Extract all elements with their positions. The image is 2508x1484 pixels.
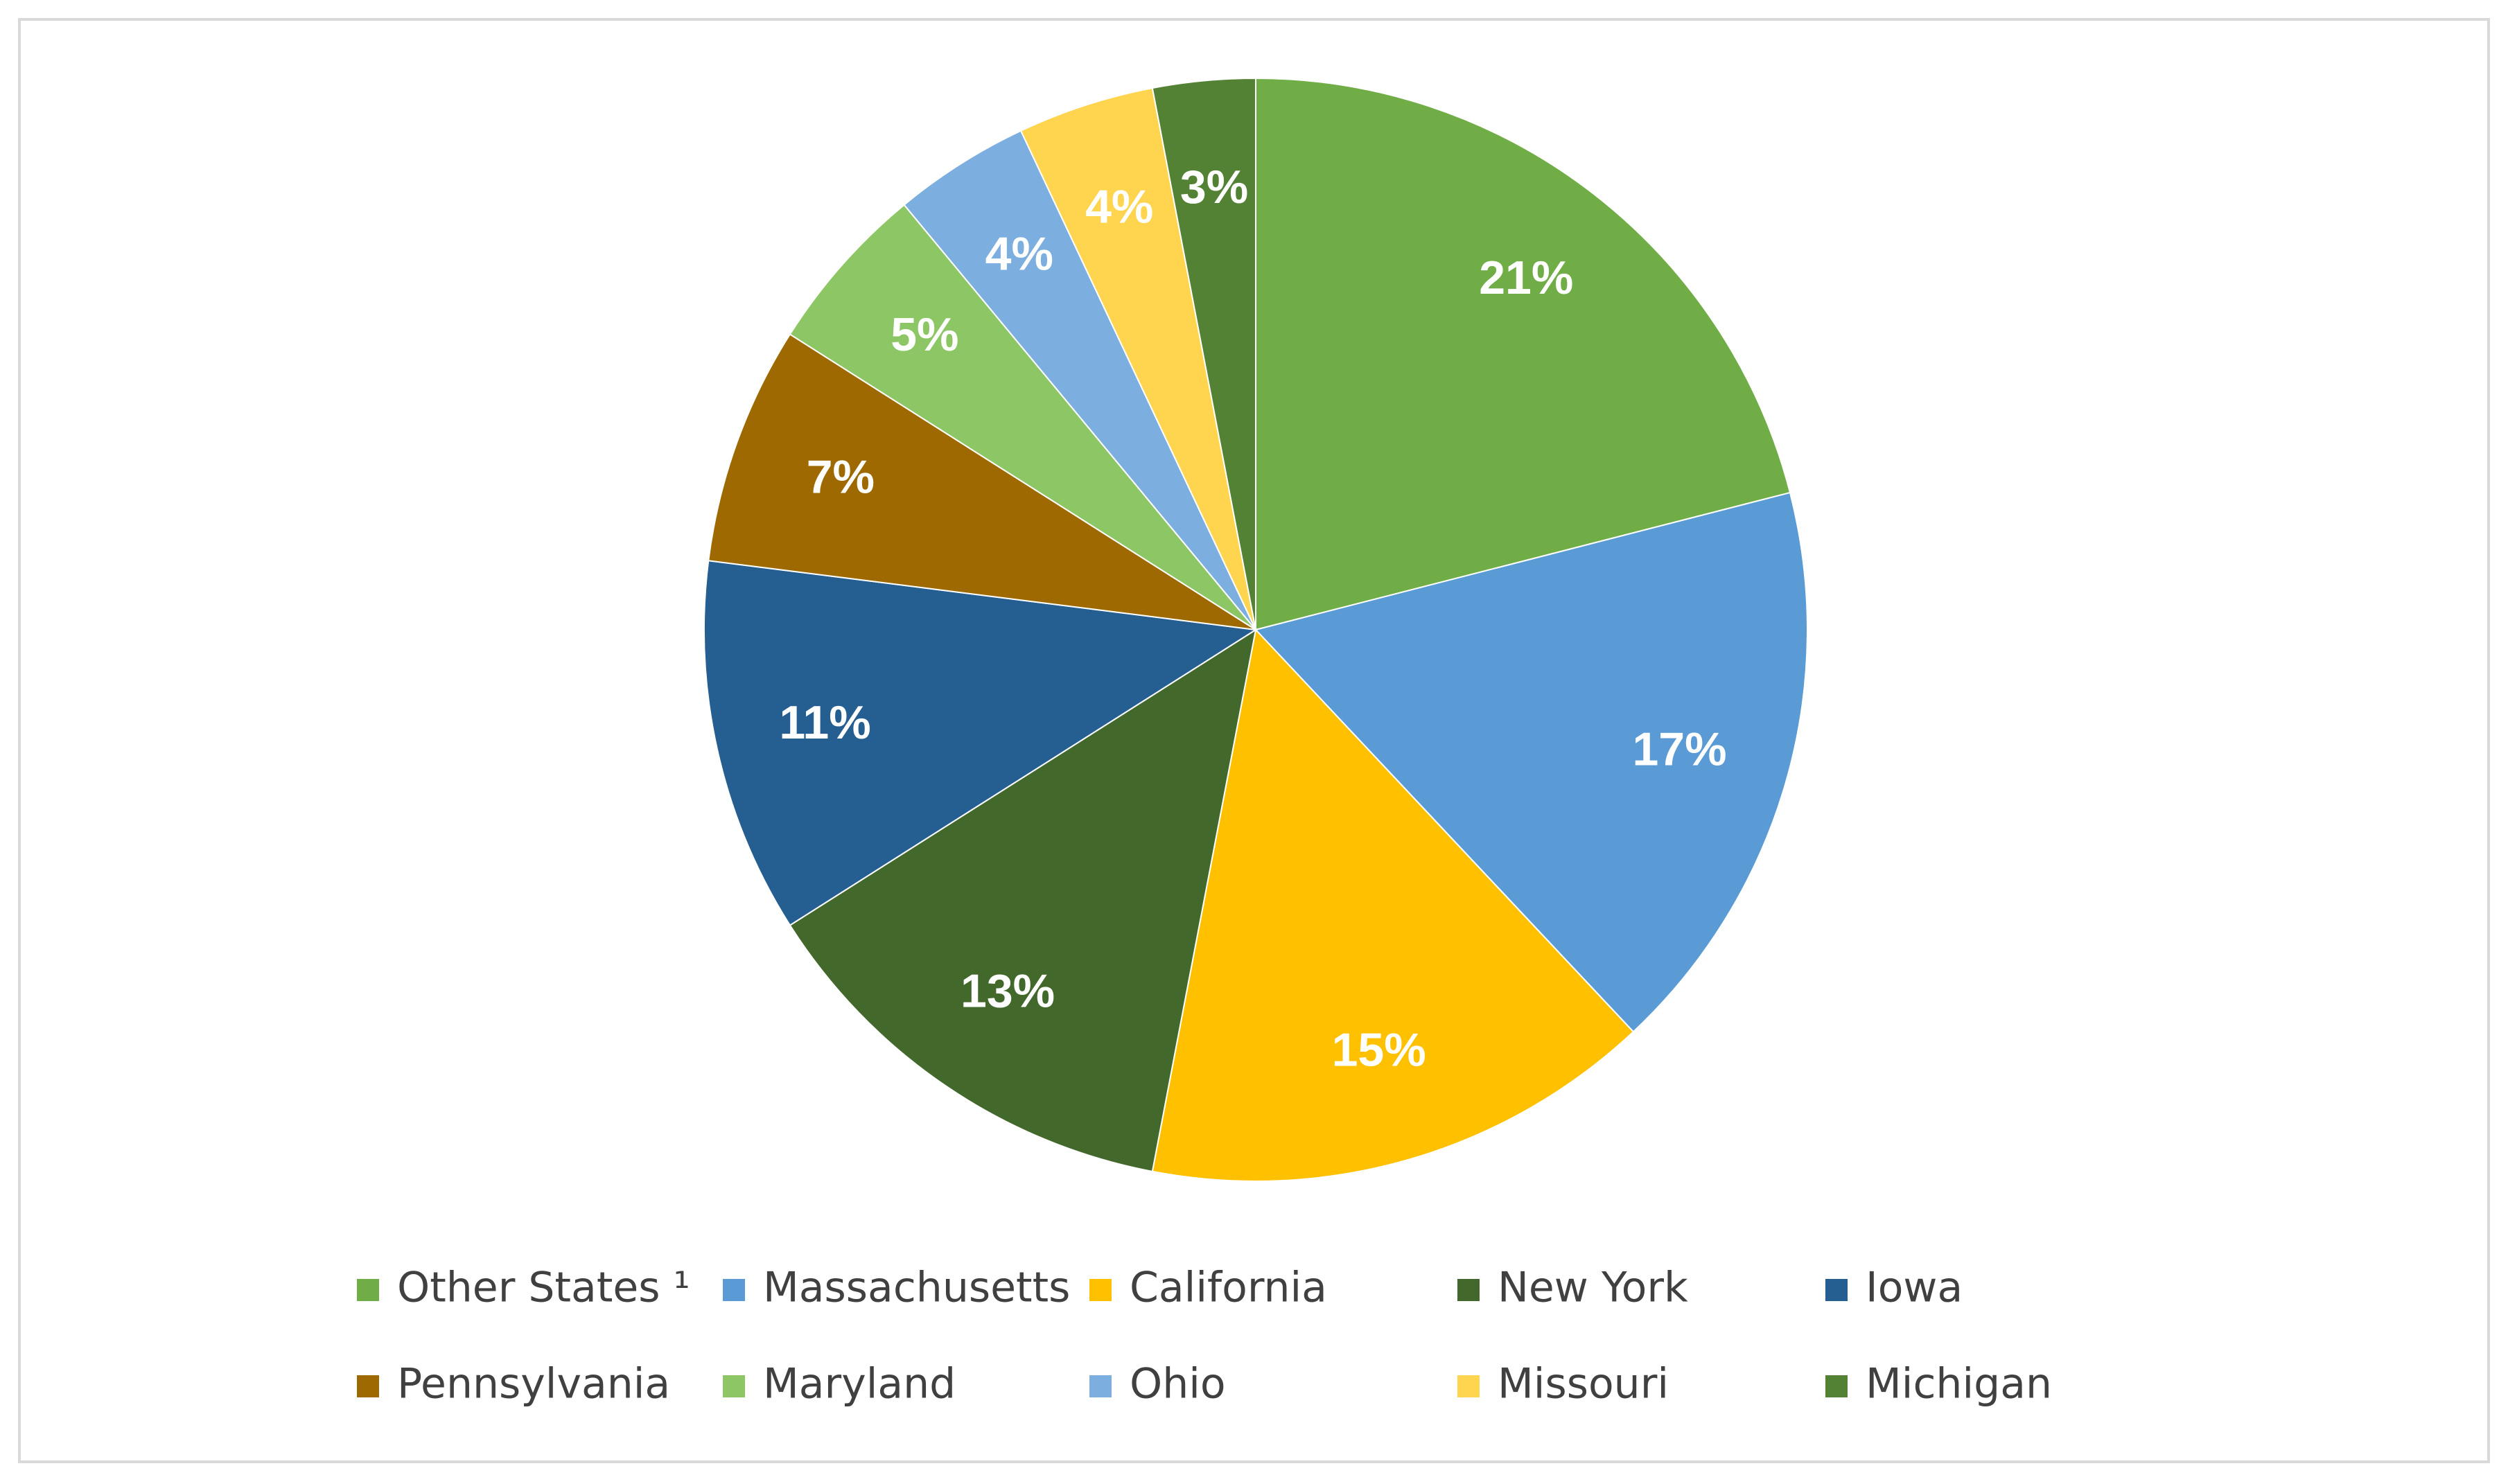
pie-slice bbox=[789, 204, 1256, 630]
pie-slice bbox=[789, 628, 1257, 1173]
legend-label: Pennsylvania bbox=[397, 1360, 670, 1408]
legend-label: Other States ¹ bbox=[397, 1264, 690, 1312]
legend-swatch bbox=[1825, 1279, 1848, 1301]
legend-label: New York bbox=[1498, 1264, 1688, 1312]
pie-slice bbox=[1254, 491, 1808, 1033]
pie-slice bbox=[1019, 87, 1256, 630]
data-label: 15% bbox=[1332, 1023, 1426, 1076]
pie-slice bbox=[1151, 628, 1635, 1182]
legend-swatch bbox=[1457, 1375, 1480, 1397]
legend-label: Ohio bbox=[1130, 1360, 1226, 1408]
data-label: 11% bbox=[779, 696, 870, 749]
legend-label: Maryland bbox=[763, 1360, 956, 1408]
data-label: 4% bbox=[1085, 180, 1153, 233]
data-label: 17% bbox=[1632, 723, 1726, 776]
pie-slice bbox=[1255, 77, 1791, 631]
data-label: 4% bbox=[985, 227, 1053, 280]
legend-label: Michigan bbox=[1866, 1360, 2052, 1408]
data-label: 13% bbox=[961, 965, 1055, 1018]
legend-label: Iowa bbox=[1866, 1264, 1963, 1312]
legend-label: California bbox=[1130, 1264, 1327, 1312]
legend-swatch bbox=[1457, 1279, 1480, 1301]
pie-slice bbox=[903, 130, 1256, 630]
legend-swatch bbox=[723, 1279, 745, 1301]
pie-slice bbox=[708, 333, 1256, 630]
legend-swatch bbox=[1089, 1375, 1112, 1397]
pie-slice bbox=[703, 560, 1258, 926]
data-label: 5% bbox=[891, 308, 958, 361]
legend-label: Massachusetts bbox=[763, 1264, 1070, 1312]
data-label: 3% bbox=[1180, 161, 1248, 213]
legend-label: Missouri bbox=[1498, 1360, 1669, 1408]
legend-swatch bbox=[1089, 1279, 1112, 1301]
legend-swatch bbox=[1825, 1375, 1848, 1397]
legend-swatch bbox=[357, 1375, 379, 1397]
data-label: 7% bbox=[807, 450, 875, 503]
legend-swatch bbox=[357, 1279, 379, 1301]
pie-slice bbox=[1151, 77, 1256, 630]
data-label: 21% bbox=[1479, 251, 1573, 304]
legend-swatch bbox=[723, 1375, 745, 1397]
